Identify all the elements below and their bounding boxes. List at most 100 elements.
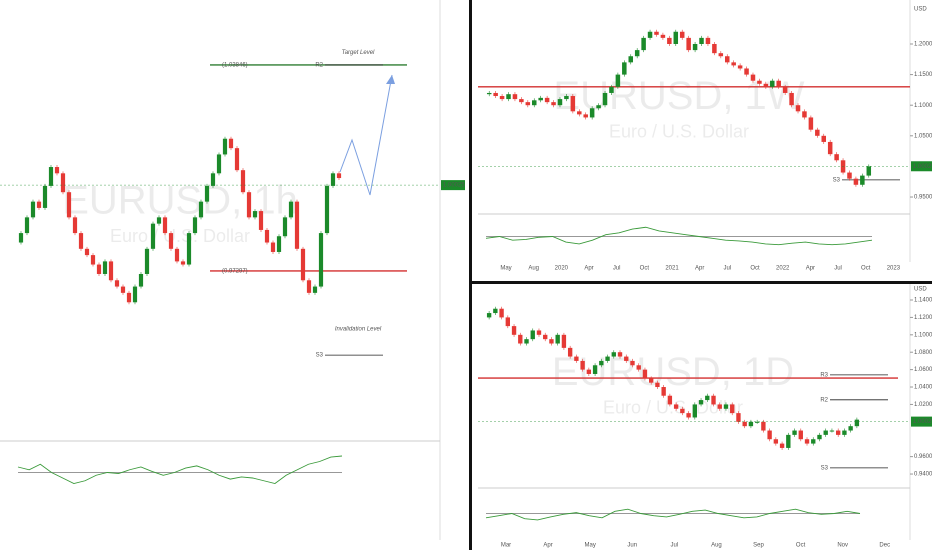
candle [802, 111, 807, 118]
y-tick-label: 1.10000 [914, 103, 932, 109]
watermark-title: EURUSD, 1D [552, 350, 794, 394]
candle [42, 185, 48, 208]
candle [712, 43, 717, 54]
x-tick-label: May [500, 266, 511, 272]
x-tick-label: Aug [528, 266, 539, 272]
candle [192, 217, 198, 234]
candle [744, 68, 749, 75]
candle [538, 97, 543, 101]
watermark-title: EURUSD, 1h [62, 179, 298, 223]
last-price-label: 1.00025 [913, 419, 932, 425]
x-tick-label: Sep [753, 543, 764, 549]
candle [580, 360, 585, 370]
last-price-tag [911, 416, 932, 427]
candle [54, 167, 60, 174]
candle [602, 92, 608, 106]
y-tick-label: 0.94000 [914, 472, 932, 478]
candle [592, 365, 598, 374]
oscillator-line [485, 508, 861, 521]
candle [78, 233, 84, 249]
candle [102, 261, 108, 274]
watermark-subtitle: Euro / U.S. Dollar [110, 226, 250, 246]
candle [549, 339, 554, 344]
candle [724, 56, 730, 63]
candle [557, 99, 563, 106]
x-tick-label: Jul [834, 266, 842, 272]
candle [198, 201, 204, 218]
candle [264, 229, 270, 243]
x-tick-label: Jul [670, 543, 678, 549]
candle [270, 242, 276, 252]
candle [276, 236, 282, 252]
candle [126, 292, 132, 303]
x-tick-label: 2021 [665, 266, 679, 272]
candle [252, 211, 258, 218]
candle [583, 114, 588, 118]
candle [705, 395, 710, 401]
candle [162, 217, 168, 234]
candle [120, 286, 126, 293]
candle [567, 347, 573, 357]
candle [792, 430, 797, 435]
candle [649, 378, 654, 383]
candle [216, 154, 222, 174]
candle [228, 138, 234, 149]
candle [525, 102, 531, 106]
last-price-tag [441, 180, 465, 191]
candle [847, 172, 852, 179]
candle [300, 248, 306, 281]
candle [763, 83, 769, 87]
candle [711, 395, 716, 405]
pivot-label: S3 [833, 177, 841, 183]
candle [779, 443, 785, 448]
y-tick-label: 1.06000 [914, 367, 932, 373]
candle [655, 382, 660, 388]
candle [773, 439, 779, 444]
candle [860, 175, 865, 185]
candle [654, 31, 659, 35]
candle [84, 248, 90, 256]
candle [642, 369, 648, 379]
candle [817, 434, 822, 440]
candle [234, 148, 240, 171]
projection-path [339, 74, 393, 196]
x-tick-label: Nov [837, 543, 848, 549]
axis-unit: USD [914, 287, 927, 293]
candle [288, 201, 294, 218]
candle [132, 286, 138, 303]
candle [821, 135, 827, 142]
x-tick-label: Mar [501, 543, 511, 549]
candle [866, 166, 872, 176]
candle [589, 108, 595, 118]
x-tick-label: Dec [879, 543, 890, 549]
candle [90, 255, 96, 265]
candle [767, 430, 772, 440]
candle [524, 339, 529, 344]
candle [486, 92, 492, 95]
candle [750, 74, 756, 81]
candle [673, 31, 679, 44]
candle [150, 223, 156, 249]
candle [834, 154, 839, 161]
x-tick-label: Aug [711, 543, 722, 549]
candle [511, 326, 517, 335]
last-price-label: 1.00025 [443, 183, 465, 189]
candle [673, 404, 679, 409]
candle [730, 404, 735, 414]
candle [499, 96, 505, 100]
candle [699, 37, 704, 44]
x-tick-label: Oct [640, 266, 650, 272]
candle [486, 313, 492, 318]
candle [795, 105, 801, 112]
candle [667, 395, 673, 405]
candle [848, 426, 853, 431]
candle [661, 387, 666, 396]
candle [811, 439, 816, 444]
x-tick-label: Jun [627, 543, 637, 549]
divider-horizontal [472, 281, 932, 284]
x-tick-label: Oct [861, 266, 871, 272]
candle [240, 170, 246, 193]
candle [506, 94, 511, 100]
